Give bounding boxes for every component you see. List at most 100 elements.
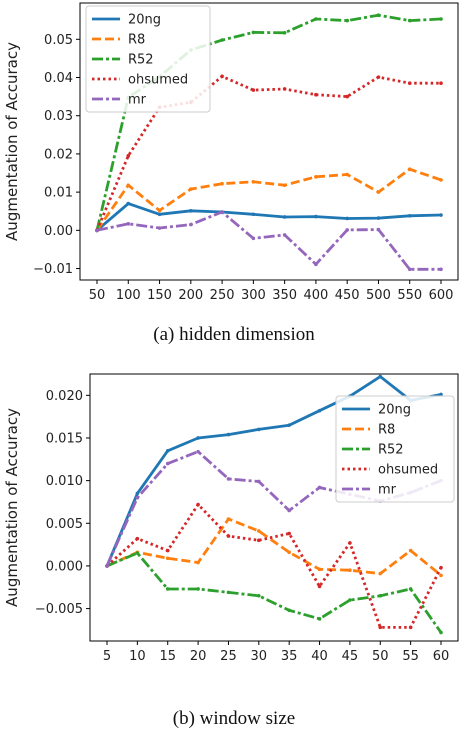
series-line-R8 (106, 517, 442, 577)
x-tick-label: 5 (103, 649, 111, 664)
x-tick-label: 45 (342, 649, 359, 664)
series-line-R8 (95, 167, 442, 232)
data-point-ohsumed (220, 74, 224, 79)
x-tick-label: 30 (251, 649, 268, 664)
data-point-ohsumed (251, 88, 256, 92)
legend-label-20ng: 20ng (378, 403, 411, 418)
y-tick-label: 0.02 (44, 147, 73, 162)
data-point-R8 (348, 568, 352, 572)
data-point-20ng (226, 432, 231, 437)
data-point-R8 (165, 556, 170, 561)
data-point-20ng (287, 423, 291, 427)
x-tick-label: 550 (397, 288, 422, 303)
data-point-ohsumed (407, 81, 412, 86)
data-point-20ng (345, 216, 349, 221)
x-tick-label: 600 (429, 288, 454, 303)
legend-label-R8: R8 (378, 423, 395, 438)
chart-hidden-dimension: −0.01 0.00 0.01 0.02 0.03 0.04 0.05 50 100 150 200… (3, 2, 459, 345)
x-tick-label: 250 (210, 288, 235, 303)
data-point-20ng (376, 216, 381, 220)
data-point-mr (165, 461, 170, 466)
data-point-R8 (251, 180, 256, 184)
data-point-R8 (408, 548, 413, 553)
x-tick-label: 50 (372, 649, 389, 664)
legend-box (335, 395, 455, 503)
data-point-R52 (226, 590, 231, 595)
data-point-ohsumed (378, 625, 383, 630)
plot-frame (89, 373, 459, 642)
x-tick-label: 100 (116, 288, 141, 303)
x-tick-label: 300 (241, 288, 266, 303)
series-line-mr (105, 450, 442, 567)
data-point-R8 (220, 181, 224, 186)
x-tick-label: 60 (433, 649, 450, 664)
y-tick-label: 0.01 (44, 186, 73, 201)
data-point-mr (251, 236, 256, 241)
data-point-mr (439, 267, 443, 272)
y-tick-label: 0.05 (44, 33, 73, 48)
data-point-R52 (257, 593, 261, 598)
x-tick-label: 40 (311, 649, 328, 664)
data-point-ohsumed (287, 531, 291, 536)
data-point-R52 (408, 587, 413, 591)
data-point-R8 (189, 187, 193, 191)
x-tick-label: 150 (147, 288, 172, 303)
data-point-ohsumed (257, 538, 261, 543)
data-point-R52 (439, 630, 443, 635)
x-tick-label: 400 (303, 288, 328, 303)
data-point-ohsumed (226, 534, 231, 538)
legend-label-mr: mr (378, 483, 397, 498)
data-point-ohsumed (196, 502, 200, 507)
data-point-20ng (439, 392, 443, 397)
data-point-mr (314, 262, 318, 267)
y-tick-label: 0.010 (46, 474, 83, 489)
plot-frame (79, 2, 459, 281)
x-tick-label: 500 (366, 288, 391, 303)
series-line-mr (96, 210, 441, 271)
data-point-R52 (378, 593, 383, 598)
data-point-20ng (378, 374, 383, 379)
data-point-mr (407, 267, 412, 272)
x-tick-label: 10 (129, 649, 146, 664)
data-point-ohsumed (282, 87, 287, 91)
data-point-mr (226, 477, 231, 481)
x-tick-label: 450 (335, 288, 360, 303)
data-point-R52 (220, 38, 224, 42)
legend-label-20ng: 20ng (128, 13, 161, 28)
data-point-20ng (196, 436, 200, 440)
figure-caption: (a) hidden dimension (153, 324, 315, 345)
data-point-mr (287, 508, 291, 513)
data-point-R52 (348, 598, 352, 602)
data-point-R8 (314, 175, 318, 179)
y-tick-label: 0.03 (44, 109, 73, 124)
x-tick-label: 50 (89, 288, 106, 303)
legend-label-R8: R8 (128, 33, 145, 48)
data-point-ohsumed (165, 548, 170, 553)
y-tick-label: 0.04 (44, 71, 73, 86)
data-point-mr (105, 564, 109, 568)
data-point-20ng (407, 214, 412, 218)
data-point-mr (220, 210, 224, 214)
legend-label-mr: mr (128, 93, 147, 108)
data-point-R8 (407, 167, 412, 171)
legend-label-R52: R52 (128, 53, 154, 68)
data-point-R8 (196, 560, 200, 565)
data-point-mr (345, 228, 349, 232)
data-point-R8 (126, 183, 131, 188)
data-point-mr (126, 222, 131, 226)
data-point-R8 (282, 183, 287, 188)
y-tick-label: 0.000 (46, 559, 83, 574)
y-tick-label: 0.005 (46, 517, 83, 532)
data-point-R52 (287, 608, 291, 613)
data-point-ohsumed (317, 584, 322, 589)
data-point-R8 (226, 517, 231, 521)
data-point-ohsumed (408, 625, 413, 630)
data-point-R8 (317, 567, 322, 572)
data-point-ohsumed (314, 92, 318, 97)
data-point-ohsumed (126, 154, 131, 158)
data-point-R52 (165, 587, 170, 591)
data-point-R52 (282, 31, 287, 35)
data-point-mr (376, 227, 381, 232)
data-point-R8 (257, 529, 261, 533)
figure-caption: (b) window size (173, 708, 295, 729)
